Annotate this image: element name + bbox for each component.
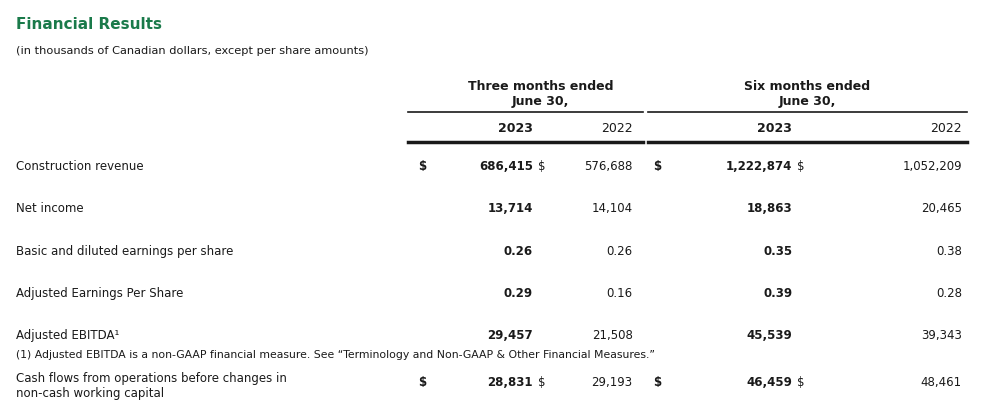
Text: $: $	[653, 376, 661, 388]
Text: 46,459: 46,459	[746, 376, 793, 388]
Text: 48,461: 48,461	[920, 376, 962, 388]
Text: 13,714: 13,714	[488, 202, 533, 215]
Text: Cash flows from operations before changes in
non-cash working capital: Cash flows from operations before change…	[16, 372, 287, 400]
Text: 2022: 2022	[601, 122, 633, 135]
Text: $: $	[653, 160, 661, 172]
Text: 0.35: 0.35	[764, 245, 793, 258]
Text: 576,688: 576,688	[584, 160, 633, 172]
Text: Six months ended
June 30,: Six months ended June 30,	[744, 80, 870, 108]
Text: $: $	[418, 376, 427, 388]
Text: (in thousands of Canadian dollars, except per share amounts): (in thousands of Canadian dollars, excep…	[16, 46, 368, 56]
Text: Basic and diluted earnings per share: Basic and diluted earnings per share	[16, 245, 233, 258]
Text: Three months ended
June 30,: Three months ended June 30,	[468, 80, 614, 108]
Text: Adjusted EBITDA¹: Adjusted EBITDA¹	[16, 330, 120, 343]
Text: 0.16: 0.16	[607, 287, 633, 300]
Text: 2022: 2022	[931, 122, 962, 135]
Text: 2023: 2023	[498, 122, 533, 135]
Text: 0.28: 0.28	[936, 287, 962, 300]
Text: 0.38: 0.38	[936, 245, 962, 258]
Text: $: $	[418, 160, 427, 172]
Text: 686,415: 686,415	[479, 160, 533, 172]
Text: 21,508: 21,508	[592, 330, 633, 343]
Text: 20,465: 20,465	[920, 202, 962, 215]
Text: 1,052,209: 1,052,209	[902, 160, 962, 172]
Text: 14,104: 14,104	[592, 202, 633, 215]
Text: 0.39: 0.39	[764, 287, 793, 300]
Text: Financial Results: Financial Results	[16, 17, 162, 32]
Text: 0.26: 0.26	[607, 245, 633, 258]
Text: Construction revenue: Construction revenue	[16, 160, 144, 172]
Text: 45,539: 45,539	[746, 330, 793, 343]
Text: 1,222,874: 1,222,874	[726, 160, 793, 172]
Text: $: $	[538, 376, 545, 388]
Text: 0.29: 0.29	[504, 287, 533, 300]
Text: 18,863: 18,863	[746, 202, 793, 215]
Text: 2023: 2023	[758, 122, 793, 135]
Text: 39,343: 39,343	[921, 330, 962, 343]
Text: $: $	[798, 376, 805, 388]
Text: 0.26: 0.26	[504, 245, 533, 258]
Text: $: $	[538, 160, 545, 172]
Text: Net income: Net income	[16, 202, 83, 215]
Text: 29,193: 29,193	[592, 376, 633, 388]
Text: (1) Adjusted EBITDA is a non-GAAP financial measure. See “Terminology and Non-GA: (1) Adjusted EBITDA is a non-GAAP financ…	[16, 350, 655, 359]
Text: Adjusted Earnings Per Share: Adjusted Earnings Per Share	[16, 287, 183, 300]
Text: 28,831: 28,831	[488, 376, 533, 388]
Text: $: $	[798, 160, 805, 172]
Text: 29,457: 29,457	[487, 330, 533, 343]
